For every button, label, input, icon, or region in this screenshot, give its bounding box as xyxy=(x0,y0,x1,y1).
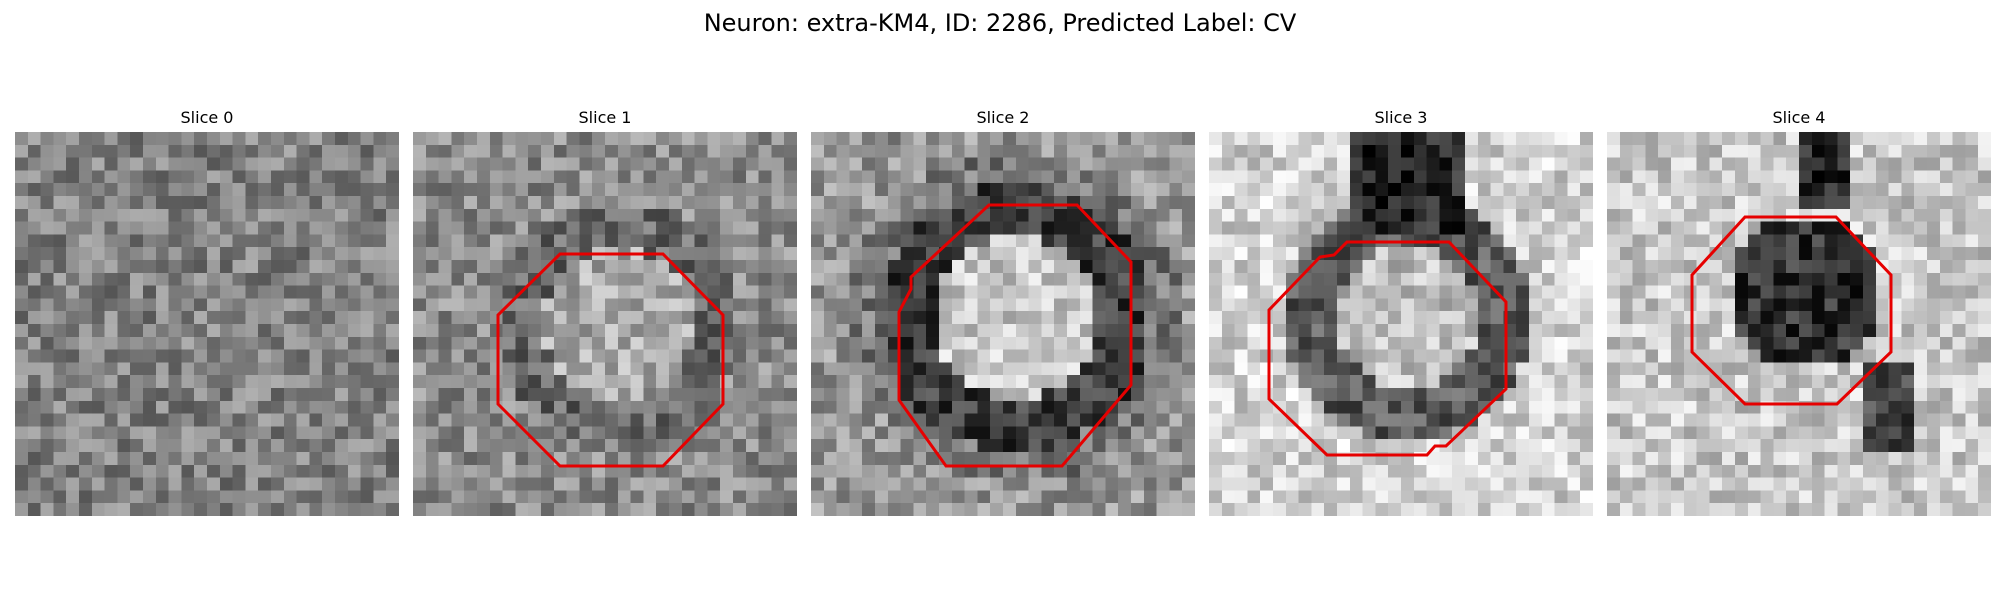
contour-overlay xyxy=(1267,240,1508,457)
slice-image xyxy=(811,132,1195,516)
grayscale-microscopy-image xyxy=(1209,132,1593,516)
slice-panel-1: Slice 1 xyxy=(413,108,797,516)
slice-title: Slice 4 xyxy=(1772,108,1826,127)
slice-image xyxy=(1209,132,1593,516)
figure-title: Neuron: extra-KM4, ID: 2286, Predicted L… xyxy=(703,9,1297,37)
slice-image xyxy=(1607,132,1991,516)
grayscale-microscopy-image xyxy=(15,132,399,516)
slice-title: Slice 3 xyxy=(1374,108,1428,127)
grayscale-microscopy-image xyxy=(413,132,797,516)
contour-overlay xyxy=(496,252,725,468)
contour-overlay xyxy=(1690,215,1893,406)
slice-panel-0: Slice 0 xyxy=(15,108,399,516)
slice-title: Slice 1 xyxy=(578,108,632,127)
slice-title: Slice 0 xyxy=(180,108,234,127)
slice-title: Slice 2 xyxy=(976,108,1030,127)
neuron-contour xyxy=(897,203,1133,468)
grayscale-microscopy-image xyxy=(1607,132,1991,516)
slice-panel-4: Slice 4 xyxy=(1607,108,1991,516)
slice-image xyxy=(413,132,797,516)
neuron-contour xyxy=(496,252,725,468)
neuron-contour xyxy=(1690,215,1893,406)
neuron-contour xyxy=(1267,240,1508,457)
contour-overlay xyxy=(897,203,1133,468)
slice-image xyxy=(15,132,399,516)
slice-panel-3: Slice 3 xyxy=(1209,108,1593,516)
slice-panel-2: Slice 2 xyxy=(811,108,1195,516)
